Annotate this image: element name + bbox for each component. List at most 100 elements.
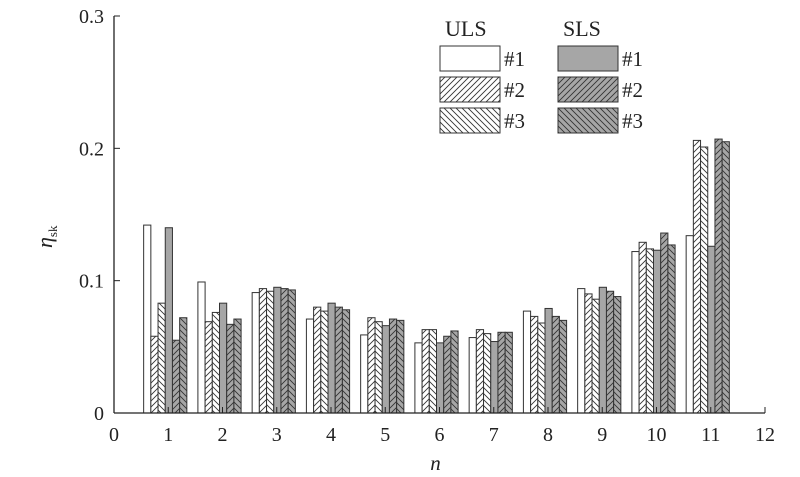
bar-hatch xyxy=(497,332,506,413)
bar-SLS-#1-n1 xyxy=(164,227,173,414)
bar-hatch xyxy=(280,288,289,413)
bar-ULS-#1-n8 xyxy=(522,310,532,414)
bar-SLS-#1-n2 xyxy=(219,302,228,414)
x-tick-label: 3 xyxy=(272,424,282,446)
bar-hatch xyxy=(158,303,166,413)
bar-ULS-#1-n4 xyxy=(305,318,315,414)
x-tick-label: 9 xyxy=(597,424,607,446)
bar-ULS-#1-n2 xyxy=(197,281,206,414)
y-tick-label: 0 xyxy=(94,403,104,425)
legend-label: #2 xyxy=(504,78,525,102)
legend-label: #3 xyxy=(504,109,525,133)
bar-hatch xyxy=(660,233,668,413)
bar-hatch xyxy=(606,291,614,413)
bar-SLS-#1-n4 xyxy=(327,302,336,414)
bar-SLS-#1-n7 xyxy=(490,341,499,414)
x-tick-label: 2 xyxy=(218,424,228,446)
bar-hatch xyxy=(335,307,343,413)
legend-swatch-hatch xyxy=(440,77,500,102)
bar-hatch xyxy=(613,296,621,413)
x-tick-label: 4 xyxy=(326,424,336,446)
y-axis-label: ηsk xyxy=(32,225,60,248)
bar-hatch xyxy=(584,293,593,413)
legend-label: #3 xyxy=(622,109,643,133)
bar-hatch xyxy=(226,324,234,413)
bar-hatch xyxy=(552,316,560,413)
bar-ULS-#1-n7 xyxy=(468,337,477,414)
bar-hatch xyxy=(212,312,220,413)
x-tick-label: 12 xyxy=(755,424,775,446)
bar-hatch xyxy=(667,244,676,413)
bar-SLS-#1-n11 xyxy=(707,245,716,414)
y-tick-label: 0.3 xyxy=(79,6,104,28)
bar-SLS-#1-n3 xyxy=(273,286,282,414)
bar-hatch xyxy=(559,320,567,413)
x-tick-label: 5 xyxy=(380,424,390,446)
legend-label: #1 xyxy=(504,47,525,71)
bar-SLS-#1-n6 xyxy=(436,342,445,414)
y-tick-label: 0.2 xyxy=(79,138,104,160)
bar-hatch xyxy=(320,311,328,413)
bar-hatch xyxy=(483,333,491,413)
bar-hatch xyxy=(172,340,180,413)
bar-ULS-#1-n9 xyxy=(577,288,586,414)
bar-hatch xyxy=(700,147,708,413)
bar-hatch xyxy=(592,299,600,413)
x-tick-label: 6 xyxy=(435,424,445,446)
x-tick-label: 8 xyxy=(543,424,553,446)
bar-hatch xyxy=(429,329,437,413)
bar-hatch xyxy=(722,141,730,413)
bar-SLS-#1-n8 xyxy=(544,307,553,414)
bar-hatch xyxy=(259,288,267,413)
bar-ULS-#1-n6 xyxy=(414,342,423,414)
bar-hatch xyxy=(537,323,545,413)
legend-label: #1 xyxy=(622,47,643,71)
bar-hatch xyxy=(530,316,538,413)
bar-hatch xyxy=(505,332,513,413)
bar-hatch xyxy=(266,291,274,413)
bar-hatch xyxy=(233,319,242,413)
bar-SLS-#1-n5 xyxy=(381,325,390,414)
bar-hatch xyxy=(396,320,404,413)
bar-ULS-#1-n11 xyxy=(685,235,694,414)
bar-hatch xyxy=(205,321,213,413)
x-tick-label: 1 xyxy=(163,424,173,446)
bar-ULS-#1-n5 xyxy=(360,334,369,414)
legend-swatch-hatch xyxy=(558,108,618,133)
legend-swatch-hatch xyxy=(558,77,618,102)
bar-hatch xyxy=(693,140,701,414)
bar-hatch xyxy=(313,307,321,413)
x-tick-label: 7 xyxy=(489,424,499,446)
bar-hatch xyxy=(179,317,187,413)
x-axis-label: n xyxy=(430,451,441,475)
bar-SLS-#1-n9 xyxy=(598,286,607,414)
y-tick-label: 0.1 xyxy=(79,271,104,293)
bar-hatch xyxy=(646,248,654,413)
legend-group-ULS: ULS xyxy=(445,16,487,41)
bar-ULS-#1-n1 xyxy=(143,224,152,414)
bar-hatch xyxy=(443,336,451,413)
bar-hatch xyxy=(714,139,723,413)
bar-hatch xyxy=(342,309,350,413)
bar-hatch xyxy=(450,330,459,413)
legend-group-SLS: SLS xyxy=(563,16,601,41)
bar-hatch xyxy=(375,321,383,413)
bar-hatch xyxy=(639,242,647,413)
x-tick-label: 11 xyxy=(701,424,720,446)
x-tick-label: 10 xyxy=(647,424,667,446)
bar-hatch xyxy=(422,329,430,413)
bar-ULS-#1-n3 xyxy=(251,292,260,414)
bar-hatch xyxy=(367,317,376,413)
bar-ULS-#1-n10 xyxy=(631,251,640,414)
bar-hatch xyxy=(288,289,296,413)
x-tick-label: 0 xyxy=(109,424,119,446)
legend-swatch-hatch xyxy=(440,108,500,133)
legend-swatch xyxy=(439,45,501,72)
bar-hatch xyxy=(389,319,397,413)
legend-swatch xyxy=(557,45,619,72)
bar-hatch xyxy=(150,336,159,413)
legend-label: #2 xyxy=(622,78,643,102)
bar-hatch xyxy=(476,329,484,413)
bar-SLS-#1-n10 xyxy=(653,249,662,414)
